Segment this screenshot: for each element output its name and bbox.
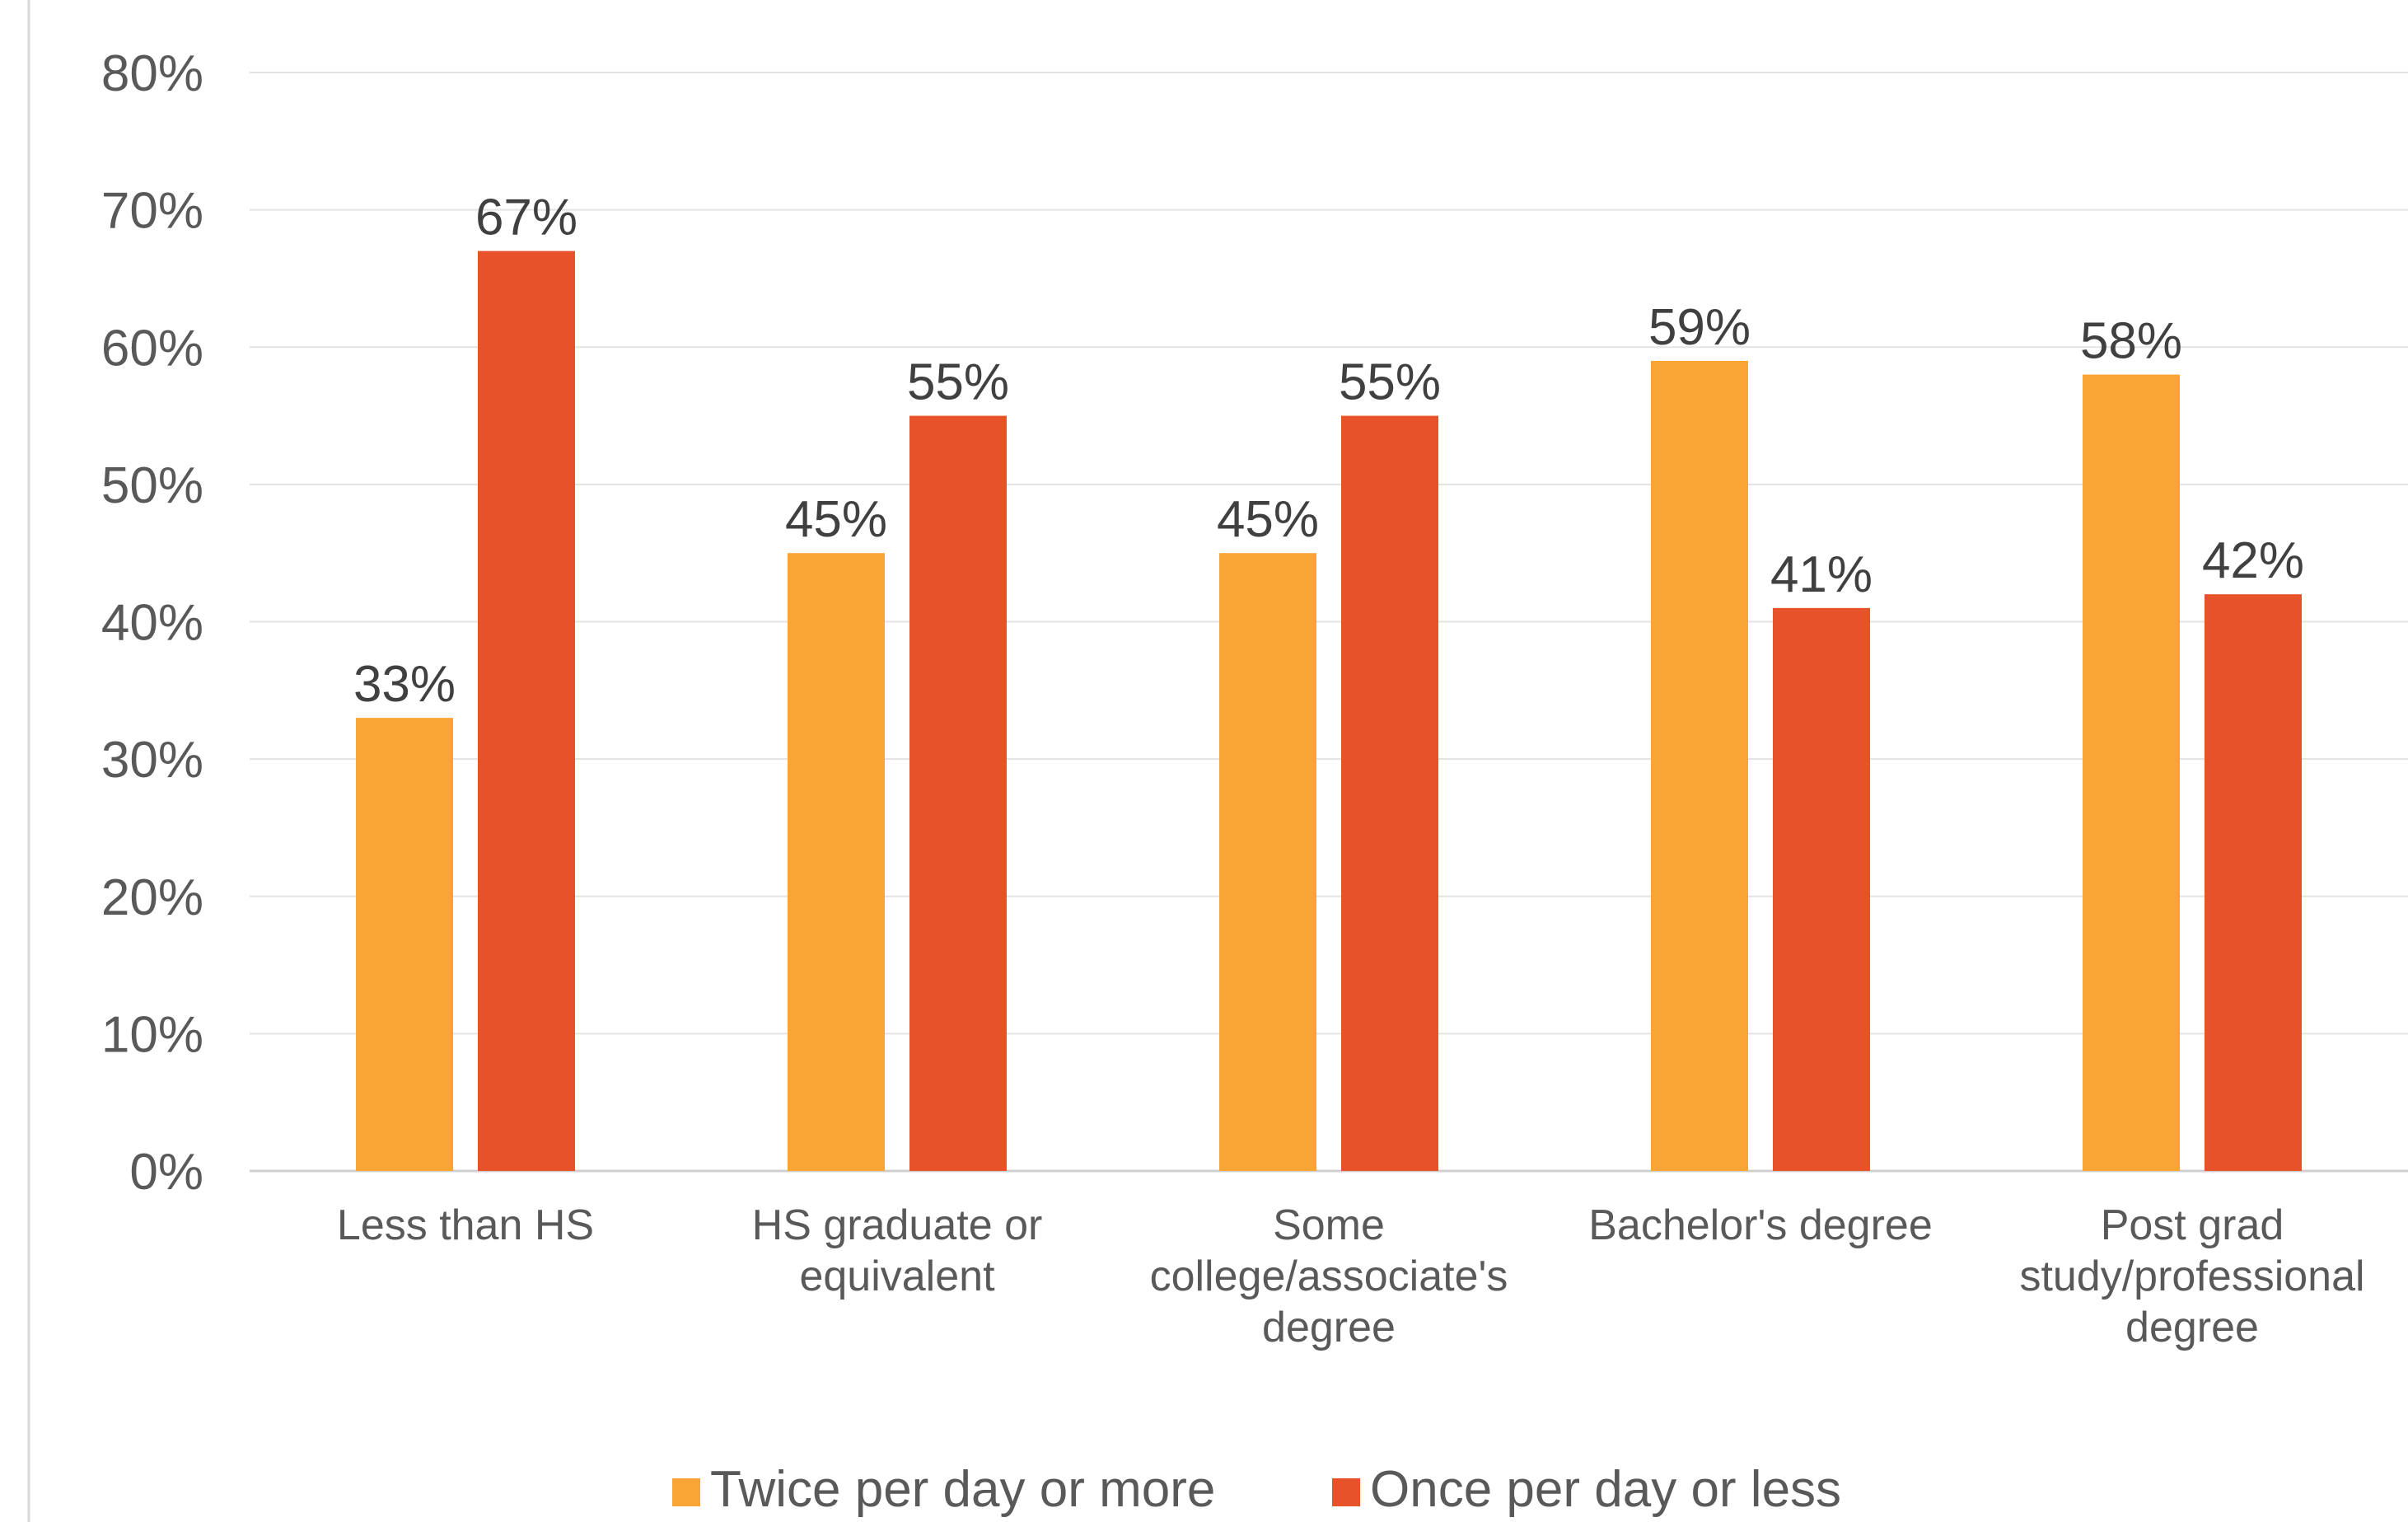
bar — [788, 553, 885, 1171]
y-tick-label: 20% — [101, 869, 203, 926]
category-label: Less than HS — [337, 1201, 594, 1249]
y-tick-label: 30% — [101, 732, 203, 789]
legend-label: Twice per day or more — [710, 1461, 1215, 1518]
category-labels: Less than HS HS graduate or equivalent Some… — [337, 1201, 2365, 1351]
data-label: 55% — [1339, 354, 1441, 411]
data-label: 45% — [1217, 491, 1319, 548]
bar — [1219, 553, 1316, 1171]
bar — [2083, 374, 2180, 1171]
legend: Twice per day or more Once per day or les… — [672, 1461, 1841, 1518]
legend-label: Once per day or less — [1370, 1461, 1841, 1518]
data-label: 58% — [2080, 313, 2182, 370]
y-tick-label: 70% — [101, 183, 203, 240]
data-label: 59% — [1648, 299, 1751, 356]
y-tick-label: 40% — [101, 595, 203, 652]
y-tick-label: 80% — [101, 45, 203, 102]
bar — [2205, 594, 2302, 1171]
legend-swatch — [672, 1478, 700, 1506]
gridlines — [250, 72, 2408, 1173]
data-labels: 33% 67% 45% 55% 45% 55% 59% 41% 58% 42% — [353, 190, 2304, 714]
y-tick-label: 10% — [101, 1006, 203, 1063]
bars — [356, 251, 2302, 1172]
category-label: Bachelor's degree — [1588, 1201, 1933, 1249]
bar — [1773, 607, 1870, 1171]
category-label: Post grad study/professional degree — [2019, 1201, 2364, 1351]
data-label: 67% — [475, 190, 577, 246]
bar — [478, 251, 575, 1171]
category-label: HS graduate or equivalent — [752, 1201, 1043, 1300]
bar — [356, 718, 453, 1171]
data-label: 33% — [353, 656, 456, 713]
category-label: Some college/associate's degree — [1150, 1201, 1508, 1351]
data-label: 42% — [2202, 532, 2304, 589]
bar — [1651, 360, 1748, 1172]
y-tick-label: 50% — [101, 457, 203, 514]
data-label: 55% — [907, 354, 1009, 411]
y-axis-tick-labels: 0% 10% 20% 30% 40% 50% 60% 70% 80% — [101, 45, 203, 1201]
data-label: 41% — [1770, 546, 1873, 603]
bar — [909, 415, 1007, 1171]
bar — [1341, 415, 1438, 1171]
y-tick-label: 60% — [101, 320, 203, 377]
y-tick-label: 0% — [129, 1144, 203, 1201]
legend-swatch — [1332, 1478, 1360, 1506]
data-label: 45% — [785, 491, 887, 548]
